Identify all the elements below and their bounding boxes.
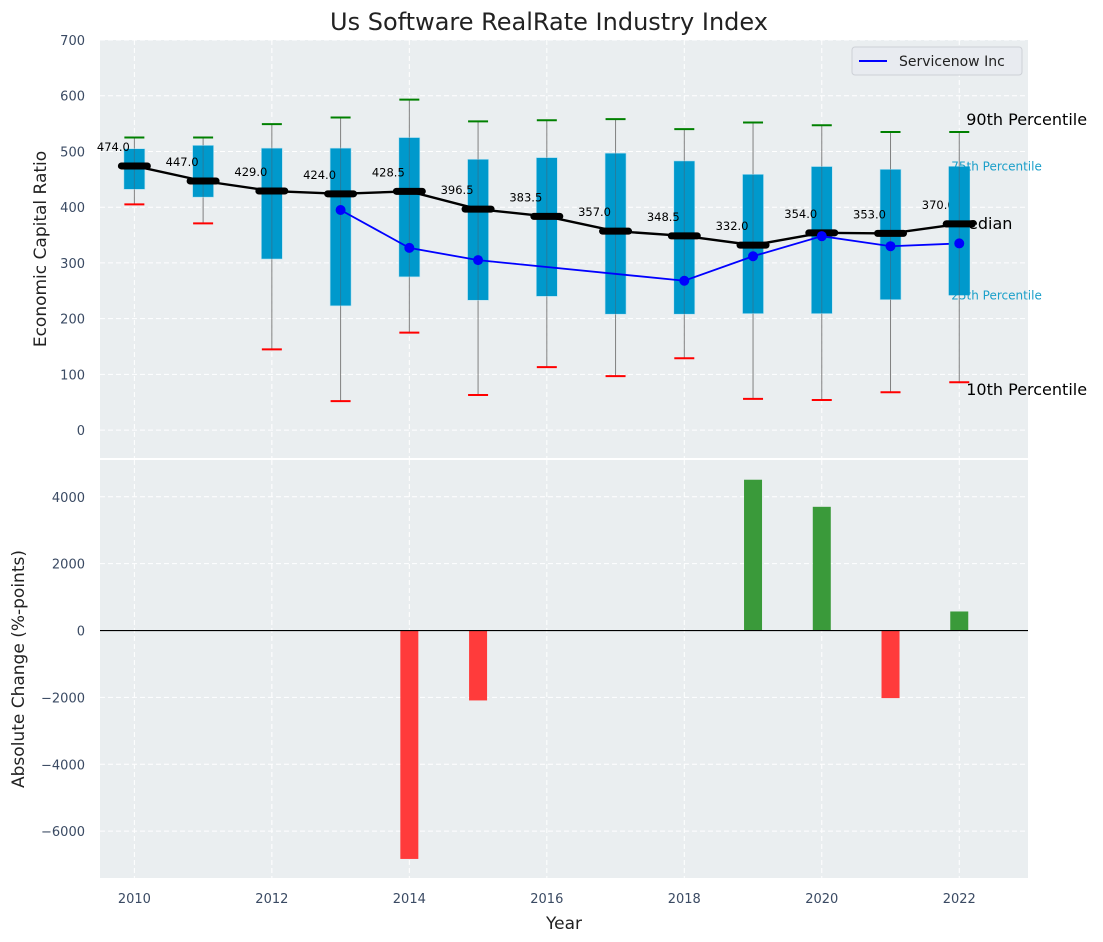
median-value-label: 429.0 bbox=[234, 165, 267, 179]
legend-box bbox=[851, 46, 1023, 76]
servicenow-point bbox=[885, 241, 896, 252]
median-value-label: 428.5 bbox=[372, 165, 405, 179]
median-value-label: 447.0 bbox=[166, 155, 199, 169]
top-y-tick-label: 700 bbox=[60, 34, 85, 49]
top-y-tick-label: 300 bbox=[60, 257, 85, 272]
top-y-tick-label: 500 bbox=[60, 145, 85, 160]
annotation-p75: 75th Percentile bbox=[951, 160, 1042, 174]
top-y-axis-label: Economic Capital Ratio bbox=[31, 151, 51, 347]
top-y-tick-label: 600 bbox=[60, 90, 85, 105]
top-y-tick-label: 100 bbox=[60, 368, 85, 383]
bottom-y-tick-label: 4000 bbox=[52, 491, 85, 506]
median-value-label: 357.0 bbox=[578, 205, 611, 219]
top-panel-box-plot: 0 100 200 300 400 500 600 700 474.0 447.0 429.0 42… bbox=[31, 34, 1087, 458]
bottom-y-axis-label: Absolute Change (%-points) bbox=[9, 550, 29, 788]
median-value-label: 370.0 bbox=[922, 198, 955, 212]
box-2016 bbox=[536, 119, 558, 369]
chart-title: Us Software RealRate Industry Index bbox=[330, 8, 768, 36]
servicenow-point bbox=[473, 255, 484, 266]
median-value-label: 396.5 bbox=[441, 183, 474, 197]
x-tick-label: 2016 bbox=[530, 892, 563, 907]
x-tick-label: 2018 bbox=[668, 892, 701, 907]
x-tick-label: 2020 bbox=[805, 892, 838, 907]
median-value-label: 424.0 bbox=[303, 168, 336, 182]
median-value-label: 353.0 bbox=[853, 207, 886, 221]
median-value-label: 348.5 bbox=[647, 210, 680, 224]
change-bar-2021 bbox=[881, 630, 900, 699]
top-plot-background bbox=[100, 40, 1028, 458]
annotation-p25: 25th Percentile bbox=[951, 288, 1042, 302]
median-value-label: 332.0 bbox=[716, 219, 749, 233]
servicenow-line bbox=[340, 209, 960, 282]
x-tick-label: 2022 bbox=[943, 892, 976, 907]
bottom-y-tick-labels: −6000 −4000 −2000 0 2000 4000 bbox=[41, 491, 85, 840]
x-tick-label: 2010 bbox=[118, 892, 151, 907]
box-2014 bbox=[398, 98, 421, 334]
servicenow-point bbox=[335, 204, 346, 215]
bottom-y-tick-label: −6000 bbox=[41, 825, 85, 840]
change-bar-2019 bbox=[744, 479, 763, 631]
x-tick-labels: 2010 2012 2014 2016 2018 2020 2022 bbox=[118, 892, 976, 907]
top-y-tick-label: 200 bbox=[60, 313, 85, 328]
x-tick-label: 2014 bbox=[393, 892, 426, 907]
median-value-label: 354.0 bbox=[784, 207, 817, 221]
top-y-tick-label: 0 bbox=[77, 424, 85, 439]
change-bars bbox=[100, 479, 1028, 859]
bottom-y-tick-label: −4000 bbox=[41, 758, 85, 773]
annotation-p10: 10th Percentile bbox=[966, 380, 1087, 399]
bottom-y-tick-label: 2000 bbox=[52, 558, 85, 573]
servicenow-point bbox=[679, 275, 690, 286]
servicenow-point bbox=[816, 231, 827, 242]
x-tick-label: 2012 bbox=[255, 892, 288, 907]
legend-label-servicenow: Servicenow Inc bbox=[899, 54, 1005, 70]
annotation-p90: 90th Percentile bbox=[966, 110, 1087, 129]
bottom-y-tick-label: 0 bbox=[77, 625, 85, 640]
bottom-plot-background bbox=[100, 460, 1028, 878]
top-y-tick-label: 400 bbox=[60, 201, 85, 216]
change-bar-2022 bbox=[950, 611, 969, 631]
top-y-tick-labels: 0 100 200 300 400 500 600 700 bbox=[60, 34, 85, 439]
x-axis-label: Year bbox=[545, 914, 582, 934]
change-bar-2014 bbox=[400, 630, 419, 859]
servicenow-point bbox=[404, 242, 415, 253]
servicenow-series bbox=[335, 204, 965, 286]
servicenow-point bbox=[748, 251, 759, 262]
change-bar-2020 bbox=[812, 506, 831, 631]
box-2012 bbox=[261, 123, 283, 351]
servicenow-point bbox=[954, 238, 965, 249]
bottom-y-tick-label: −2000 bbox=[41, 691, 85, 706]
median-value-label: 383.5 bbox=[509, 190, 542, 204]
box-2013 bbox=[329, 116, 352, 403]
legend: Servicenow Inc bbox=[851, 46, 1023, 76]
median-value-label: 474.0 bbox=[97, 140, 130, 154]
change-bar-2015 bbox=[469, 630, 488, 701]
